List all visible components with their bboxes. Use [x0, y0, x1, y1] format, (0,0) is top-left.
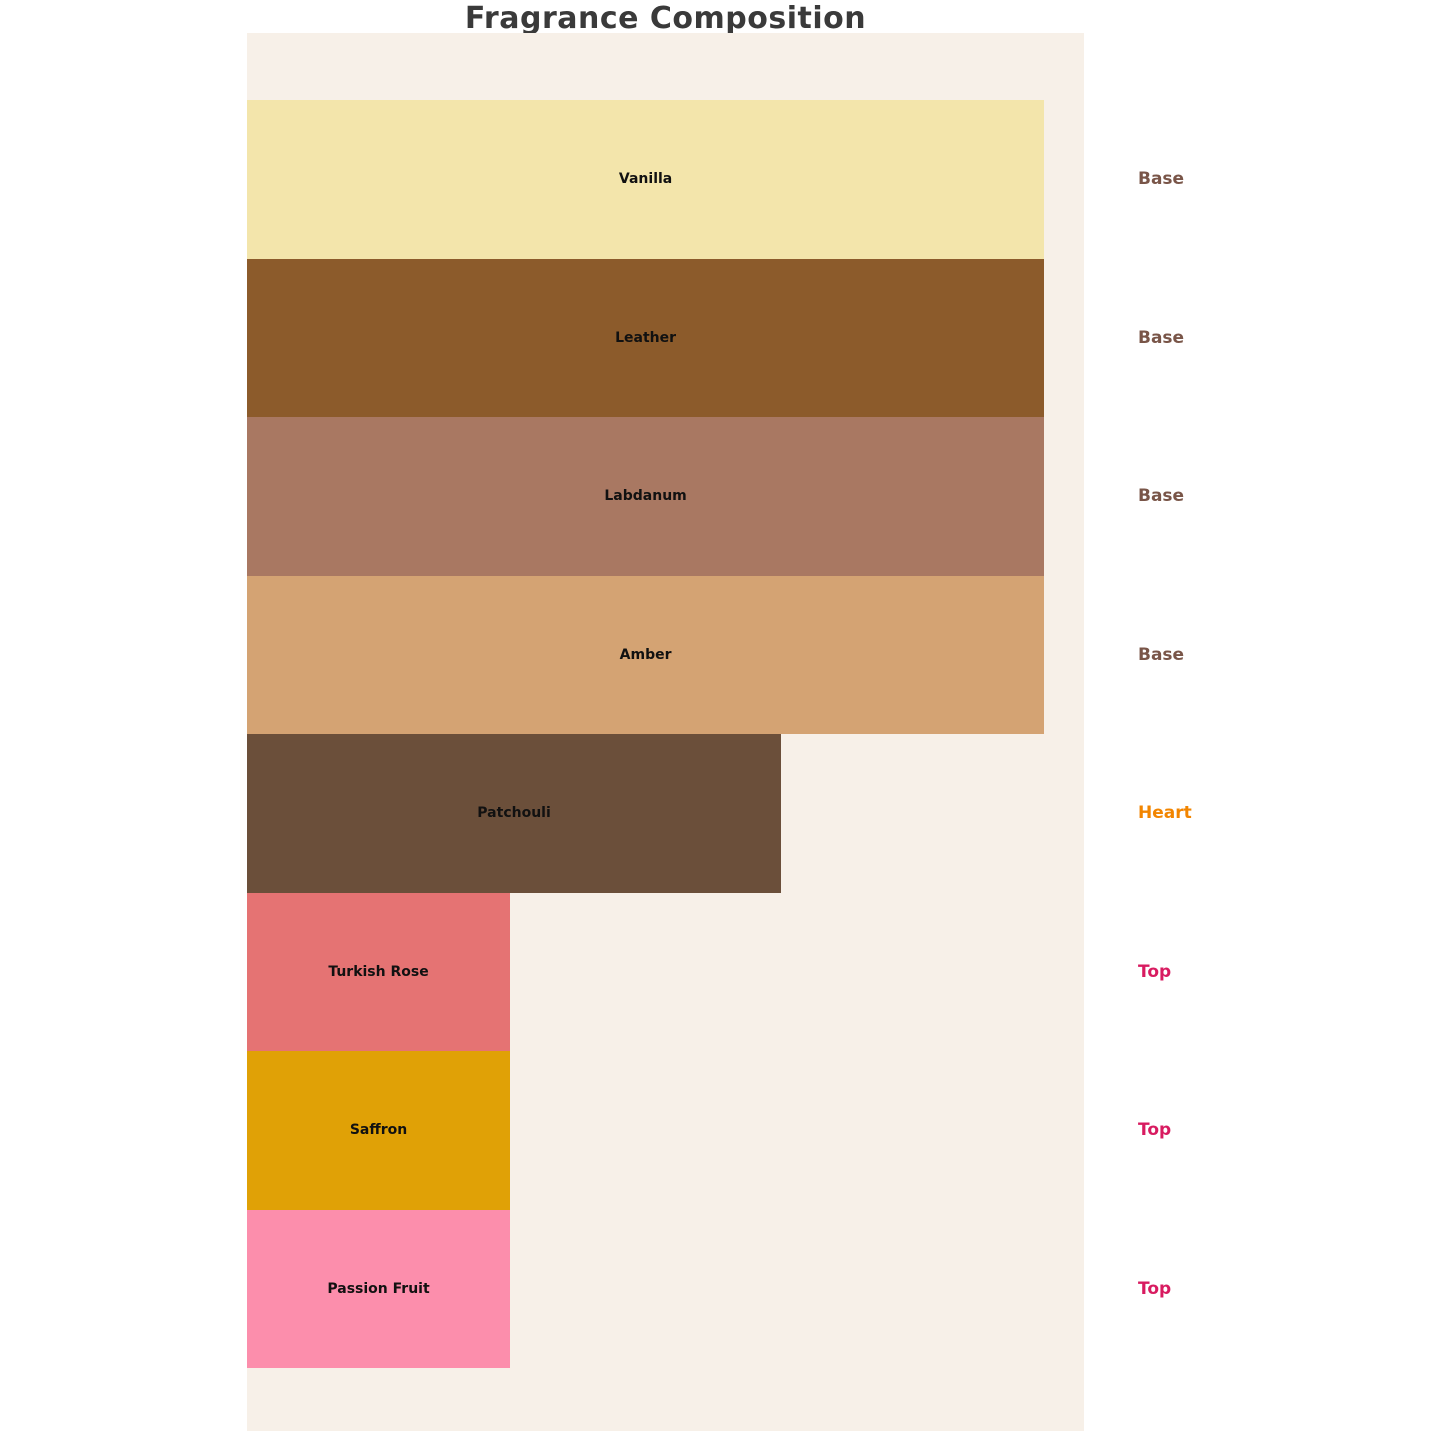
- bar-label-turkish-rose: Turkish Rose: [328, 963, 429, 980]
- bar-label-amber: Amber: [619, 646, 672, 663]
- bar-label-saffron: Saffron: [349, 1122, 408, 1139]
- bar-patchouli: Patchouli: [247, 734, 782, 893]
- category-labels-column: Base Base Base Base Heart Top Top Top: [1138, 100, 1388, 1368]
- bar-label-patchouli: Patchouli: [477, 805, 551, 822]
- category-label-heart: Heart: [1138, 803, 1192, 824]
- bar-row-amber: Amber: [247, 575, 1084, 734]
- bar-label-passion-fruit: Passion Fruit: [327, 1280, 430, 1297]
- bar-saffron: Saffron: [247, 1051, 511, 1210]
- chart-title: Fragrance Composition: [464, 0, 867, 36]
- bar-label-vanilla: Vanilla: [618, 171, 673, 188]
- bar-passion-fruit: Passion Fruit: [247, 1209, 511, 1368]
- bar-leather: Leather: [247, 258, 1045, 417]
- bar-turkish-rose: Turkish Rose: [247, 892, 511, 1051]
- category-label-top-1: Top: [1138, 961, 1172, 982]
- bar-row-passion-fruit: Passion Fruit: [247, 1209, 1084, 1368]
- bar-amber: Amber: [247, 575, 1045, 734]
- bar-labdanum: Labdanum: [247, 417, 1045, 576]
- category-label-base-3: Base: [1138, 486, 1185, 507]
- bars-container: Vanilla Leather Labdanum Amber: [247, 100, 1084, 1368]
- bar-label-labdanum: Labdanum: [604, 488, 687, 505]
- plot-area: Vanilla Leather Labdanum Amber: [247, 33, 1084, 1431]
- bar-row-patchouli: Patchouli: [247, 734, 1084, 893]
- bar-row-vanilla: Vanilla: [247, 100, 1084, 259]
- bar-vanilla: Vanilla: [247, 100, 1045, 259]
- bar-row-saffron: Saffron: [247, 1051, 1084, 1210]
- category-label-base-4: Base: [1138, 644, 1185, 665]
- bar-row-leather: Leather: [247, 258, 1084, 417]
- category-label-top-3: Top: [1138, 1278, 1172, 1299]
- bar-label-leather: Leather: [615, 329, 677, 346]
- category-label-base-1: Base: [1138, 169, 1185, 190]
- category-label-base-2: Base: [1138, 327, 1185, 348]
- bar-row-labdanum: Labdanum: [247, 417, 1084, 576]
- category-label-top-2: Top: [1138, 1120, 1172, 1141]
- bar-row-turkish-rose: Turkish Rose: [247, 892, 1084, 1051]
